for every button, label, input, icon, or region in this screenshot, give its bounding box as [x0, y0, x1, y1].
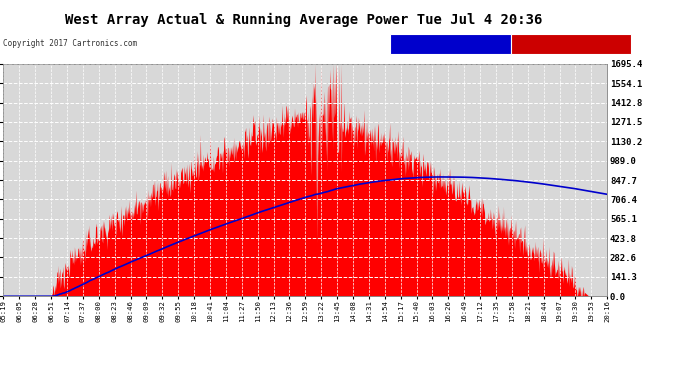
Text: Copyright 2017 Cartronics.com: Copyright 2017 Cartronics.com: [3, 39, 137, 48]
Text: West Array  (DC Watts): West Array (DC Watts): [513, 40, 620, 49]
Text: West Array Actual & Running Average Power Tue Jul 4 20:36: West Array Actual & Running Average Powe…: [65, 13, 542, 27]
Text: Average  (DC Watts): Average (DC Watts): [392, 40, 484, 49]
